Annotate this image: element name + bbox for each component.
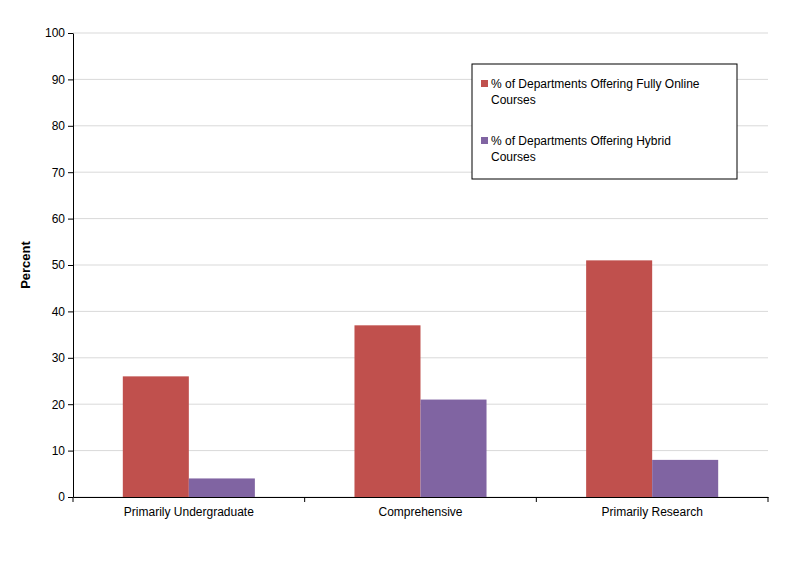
plot: 0 10 20 30 40 50 60 70 80 90 100 Primarily Undergra… [45, 26, 769, 518]
y-tick: 100 [45, 26, 73, 40]
y-tick-mark [68, 33, 73, 34]
y-tick-mark [68, 219, 73, 220]
legend-item: % of Departments Offering HybridCourses [481, 134, 671, 164]
y-tick: 80 [52, 119, 73, 133]
x-axis-line [74, 497, 769, 498]
y-tick-mark [68, 451, 73, 452]
legend-box [472, 64, 737, 179]
category-divider [536, 497, 537, 502]
bars [123, 260, 718, 497]
legend: % of Departments Offering Fully OnlineCo… [472, 64, 737, 179]
y-tick-label: 100 [45, 26, 65, 40]
bar-series [123, 260, 652, 497]
y-tick: 60 [52, 212, 73, 226]
legend-label: % of Departments Offering Fully OnlineCo… [491, 77, 700, 107]
grid-line [73, 33, 768, 34]
y-axis-title: Percent [18, 240, 33, 288]
grid [73, 33, 768, 497]
y-tick: 20 [52, 398, 73, 412]
y-tick-mark [68, 497, 73, 498]
y-axis: 0 10 20 30 40 50 60 70 80 90 100 [45, 26, 74, 504]
y-tick: 40 [52, 305, 73, 319]
category-divider [768, 497, 769, 502]
x-tick: Comprehensive [378, 505, 462, 519]
category-divider [304, 497, 305, 502]
y-tick-mark [68, 265, 73, 266]
category-dividers [73, 497, 768, 502]
bar [189, 478, 255, 497]
y-tick-mark [68, 311, 73, 312]
chart: 0 10 20 30 40 50 60 70 80 90 100 Primarily Undergra… [0, 0, 799, 576]
legend-swatch [481, 80, 488, 87]
legend-item: % of Departments Offering Fully OnlineCo… [481, 77, 700, 107]
y-tick: 30 [52, 351, 73, 365]
y-axis-line [73, 34, 74, 498]
y-tick-mark [68, 172, 73, 173]
bar-series [189, 400, 718, 497]
y-tick-mark [68, 358, 73, 359]
legend-swatch [481, 137, 488, 144]
y-tick-label: 70 [52, 166, 66, 180]
grid-line [73, 218, 768, 219]
x-axis: Primarily Undergraduate Comprehensive Prim… [73, 497, 769, 519]
y-tick: 10 [52, 444, 73, 458]
y-tick-label: 50 [52, 258, 66, 272]
x-tick: Primarily Research [601, 505, 702, 519]
y-tick: 90 [52, 73, 73, 87]
legend-label: % of Departments Offering HybridCourses [491, 134, 671, 164]
x-tick-label: Primarily Undergraduate [124, 505, 254, 519]
bar [123, 376, 189, 497]
y-tick-label: 30 [52, 351, 66, 365]
grid-line [73, 311, 768, 312]
y-tick-label: 80 [52, 119, 66, 133]
y-tick-label: 10 [52, 444, 66, 458]
x-tick-label: Comprehensive [378, 505, 462, 519]
y-tick: 0 [58, 490, 73, 504]
y-tick-label: 90 [52, 73, 66, 87]
bar [586, 260, 652, 497]
y-tick: 50 [52, 258, 73, 272]
x-tick-label: Primarily Research [601, 505, 702, 519]
bar [421, 400, 487, 497]
y-tick-label: 40 [52, 305, 66, 319]
category-divider [73, 497, 74, 502]
y-tick-mark [68, 404, 73, 405]
bar [652, 460, 718, 497]
y-tick-label: 60 [52, 212, 66, 226]
y-tick-mark [68, 126, 73, 127]
y-tick-label: 20 [52, 398, 66, 412]
y-tick-label: 0 [58, 490, 65, 504]
x-tick: Primarily Undergraduate [124, 505, 254, 519]
y-tick-mark [68, 79, 73, 80]
bar [354, 325, 420, 497]
grid-line [73, 265, 768, 266]
y-tick: 70 [52, 166, 73, 180]
